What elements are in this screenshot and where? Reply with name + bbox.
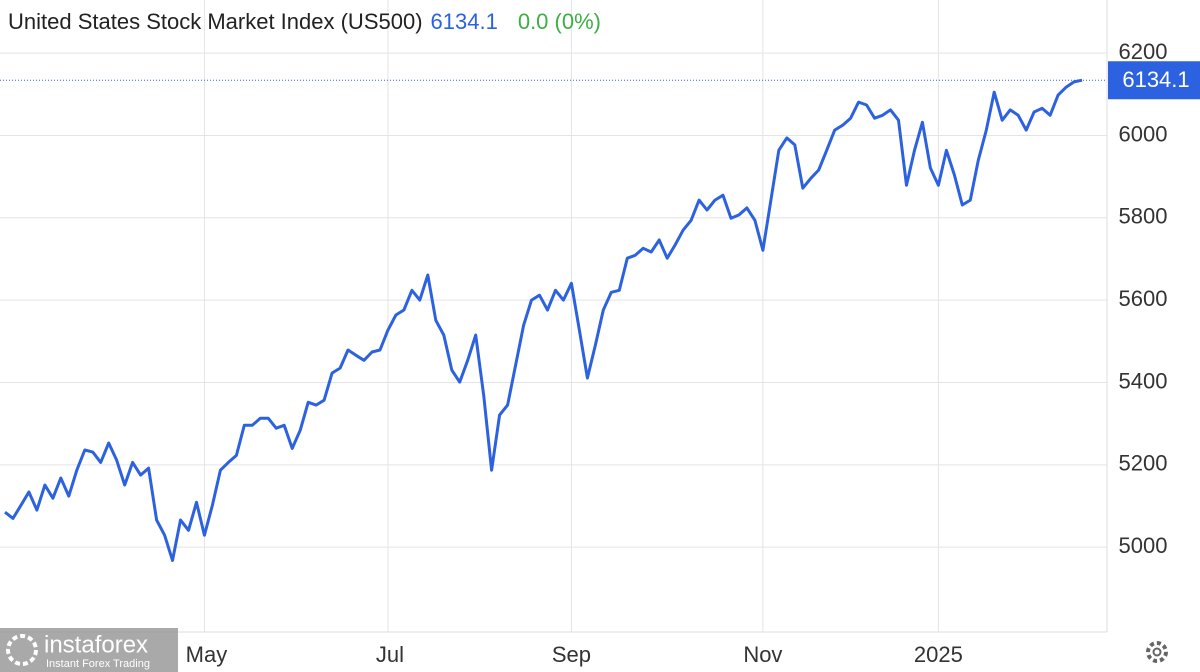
- y-tick-label: 5400: [1119, 368, 1168, 393]
- price-line: [4, 78, 1083, 562]
- watermark-tagline: Instant Forex Trading: [46, 658, 150, 670]
- settings-icon[interactable]: [1146, 641, 1168, 663]
- y-tick-label: 5200: [1119, 451, 1168, 476]
- x-tick-label: May: [186, 642, 228, 667]
- x-tick-label: 2025: [914, 642, 963, 667]
- gear-hub[interactable]: [1152, 647, 1162, 657]
- last-price-tag-label: 6134.1: [1122, 67, 1189, 92]
- last-price: 6134.1: [431, 9, 498, 34]
- plot: 5000 5200 5400 5600 5800 6000 6200 May Jul Sep Nov…: [0, 39, 1200, 667]
- price-change: 0.0 (0%): [518, 9, 601, 34]
- y-tick-label: 6000: [1119, 121, 1168, 146]
- chart-title: United States Stock Market Index (US500): [8, 9, 423, 34]
- watermark: instaforex Instant Forex Trading: [0, 628, 178, 672]
- y-tick-label: 6200: [1119, 39, 1168, 64]
- y-tick-label: 5600: [1119, 286, 1168, 311]
- watermark-icon: [6, 634, 38, 666]
- y-tick-label: 5800: [1119, 204, 1168, 229]
- watermark-bg: [0, 628, 178, 672]
- gear[interactable]: [1146, 641, 1168, 663]
- x-tick-label: Nov: [743, 642, 782, 667]
- y-tick-label: 5000: [1119, 533, 1168, 558]
- watermark-name: instaforex: [44, 631, 148, 658]
- last-price-tag: [1108, 61, 1200, 100]
- header: United States Stock Market Index (US500)…: [8, 9, 601, 34]
- x-tick-label: Sep: [552, 642, 591, 667]
- x-tick-label: Jul: [376, 642, 404, 667]
